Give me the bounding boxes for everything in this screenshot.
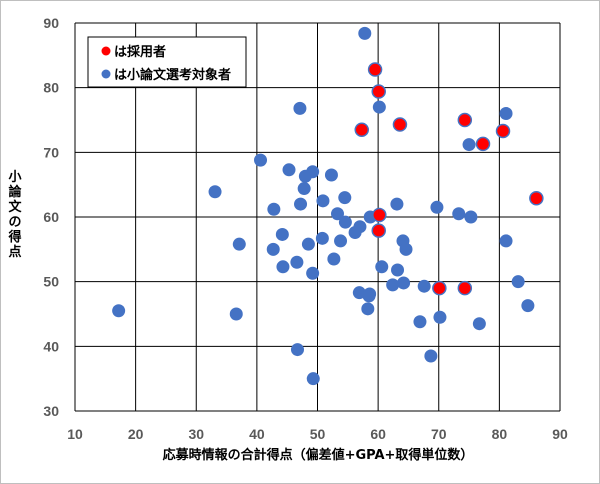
y-axis-title-char: 点 (8, 244, 21, 260)
x-tick-label: 80 (492, 426, 508, 442)
hired-point (432, 280, 447, 296)
candidate-point (499, 107, 513, 121)
hired-point (367, 62, 383, 77)
legend-box (87, 36, 247, 88)
x-tick-label: 90 (552, 426, 568, 442)
candidate-point (338, 191, 352, 205)
candidate-point (290, 343, 304, 357)
x-tick-label: 20 (128, 426, 144, 442)
candidate-point (430, 200, 444, 214)
candidate-point (361, 302, 375, 316)
series-selection-candidates (112, 26, 535, 386)
candidate-point (267, 202, 281, 216)
candidate-point (316, 194, 330, 208)
candidate-point (358, 26, 372, 40)
x-tick-label: 50 (310, 426, 326, 442)
legend-label-candidates: は小論文選考対象者 (114, 67, 231, 83)
legend-marker-candidates (101, 69, 111, 79)
hired-point (371, 223, 386, 238)
y-axis-title-char: 論 (8, 184, 22, 200)
candidate-point (399, 242, 413, 256)
candidate-point (208, 185, 222, 199)
candidate-point (499, 234, 513, 248)
candidate-point (301, 237, 315, 251)
x-axis-ticks: 10 20 30 40 50 60 70 80 90 (67, 426, 568, 442)
y-tick-label: 30 (43, 403, 59, 419)
candidate-point (375, 260, 389, 274)
candidate-point (391, 263, 405, 277)
hired-point (495, 123, 511, 139)
hired-point (529, 190, 544, 206)
candidate-point (362, 289, 376, 303)
candidate-point (232, 237, 246, 251)
candidate-point (472, 317, 486, 331)
legend: は採用者 は小論文選考対象者 (87, 36, 247, 88)
candidate-point (290, 255, 304, 269)
y-tick-label: 90 (43, 15, 59, 31)
candidate-point (386, 278, 400, 292)
legend-marker-hired (101, 46, 111, 56)
series-hired (354, 62, 544, 296)
candidate-point (331, 207, 345, 221)
candidate-point (324, 168, 338, 182)
hired-point (354, 122, 370, 137)
legend-label-hired: は採用者 (114, 44, 166, 60)
candidate-point (334, 234, 348, 248)
x-tick-label: 60 (370, 426, 386, 442)
candidate-point (306, 266, 320, 280)
candidate-point (298, 169, 312, 183)
candidate-point (275, 227, 289, 241)
candidate-point (338, 215, 352, 229)
candidate-point (276, 260, 290, 274)
hired-point (457, 280, 473, 296)
candidate-point (254, 153, 268, 167)
y-tick-label: 40 (43, 338, 59, 354)
candidate-point (282, 163, 296, 177)
candidate-point (462, 138, 476, 152)
y-axis-title-char: 小 (8, 170, 21, 185)
hired-point (372, 207, 387, 223)
candidate-point (229, 307, 243, 321)
candidate-point (297, 182, 311, 196)
y-axis-title-char: 文 (8, 199, 22, 215)
candidate-point (417, 279, 431, 293)
candidate-point (511, 275, 525, 289)
candidate-point (306, 372, 320, 386)
hired-point (392, 117, 408, 132)
y-axis-ticks: 30 40 50 60 70 80 90 (43, 15, 59, 419)
y-axis-title: 小 論 文 の 得 点 (7, 170, 22, 260)
y-axis-title-char: の (8, 215, 21, 230)
hired-point (475, 136, 491, 152)
candidate-point (452, 207, 466, 221)
candidate-point (390, 197, 404, 211)
candidate-point (327, 252, 341, 266)
y-axis-title-char: 得 (7, 229, 21, 245)
candidate-point (372, 100, 386, 114)
hired-point (371, 84, 386, 99)
y-tick-label: 80 (43, 80, 59, 96)
x-tick-label: 10 (67, 426, 83, 442)
candidate-point (348, 226, 362, 240)
y-tick-label: 70 (43, 144, 59, 160)
candidate-point (413, 315, 427, 329)
x-axis-title: 応募時情報の合計得点（偏差値+GPA+取得単位数） (163, 447, 474, 463)
candidate-point (521, 299, 535, 313)
candidate-point (424, 349, 438, 363)
candidate-point (293, 101, 307, 115)
candidate-point (294, 197, 308, 211)
y-tick-label: 60 (43, 209, 59, 225)
candidate-point (315, 231, 329, 245)
candidate-point (266, 242, 280, 256)
x-tick-label: 70 (431, 426, 447, 442)
candidate-point (397, 276, 411, 290)
x-tick-label: 30 (188, 426, 204, 442)
candidate-point (112, 304, 126, 318)
y-tick-label: 50 (43, 274, 59, 290)
x-tick-label: 40 (249, 426, 265, 442)
candidate-point (464, 210, 478, 224)
candidate-point (433, 310, 447, 324)
hired-point (457, 112, 473, 128)
